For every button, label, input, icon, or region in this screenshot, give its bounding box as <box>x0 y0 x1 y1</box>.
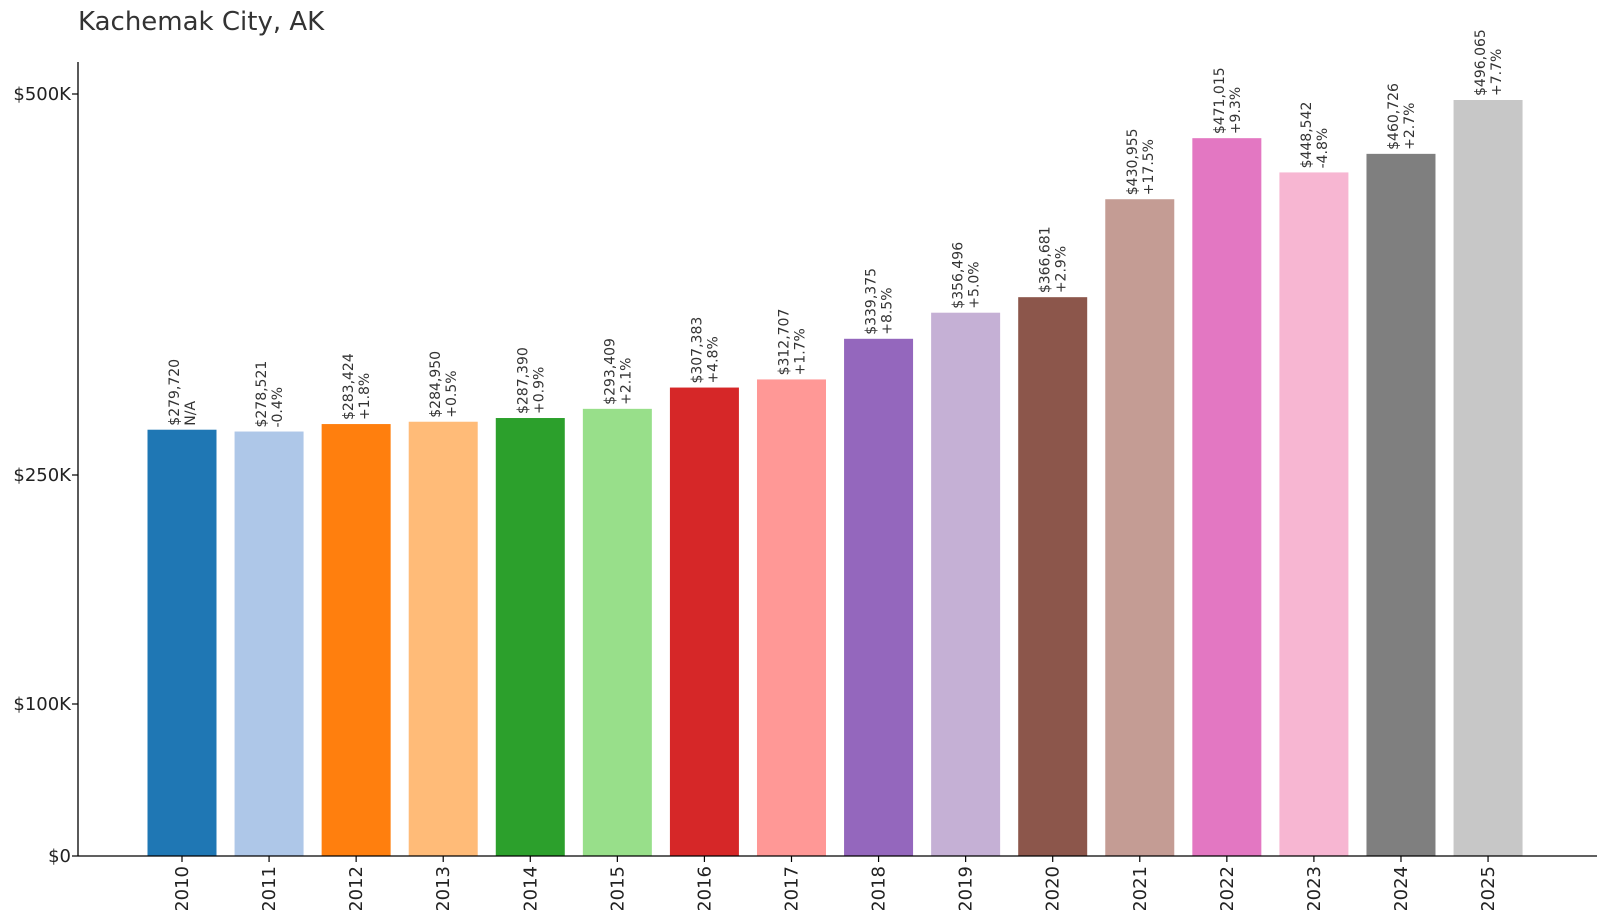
bar-change-label: +2.9% <box>1054 246 1070 293</box>
bar-change-label: +0.5% <box>444 370 460 417</box>
bar-value-label: $279,720 <box>167 359 183 426</box>
x-tick-label: 2017 <box>781 866 802 910</box>
bar-value-label: $448,542 <box>1299 102 1315 169</box>
bar-2023 <box>1279 172 1349 856</box>
x-tick-label: 2011 <box>259 866 280 910</box>
bar-change-label: +7.7% <box>1489 49 1505 96</box>
x-tick-label: 2025 <box>1478 866 1499 910</box>
bar-value-label: $278,521 <box>254 361 270 428</box>
bar-2015 <box>582 408 652 856</box>
x-axis: 2010 2011 2012 2013 2014 2015 2016 2017 2018 2019… <box>78 855 1597 910</box>
y-tick-label: $100K <box>13 694 72 715</box>
bar-2011 <box>234 431 304 856</box>
bar-value-label: $284,950 <box>428 351 444 418</box>
x-tick-label: 2015 <box>607 866 628 910</box>
bar-value-label: $307,383 <box>689 317 705 384</box>
bar-change-label: +4.8% <box>705 336 721 383</box>
bar-value-label: $471,015 <box>1212 67 1228 134</box>
y-tick-label: $500K <box>13 84 72 105</box>
bar-value-label: $312,707 <box>776 309 792 376</box>
bar-change-label: -0.4% <box>270 387 286 428</box>
chart-title: Kachemak City, AK <box>78 7 325 37</box>
bar-2019 <box>931 312 1001 857</box>
x-tick-label: 2022 <box>1217 866 1238 910</box>
bar-value-label: $430,955 <box>1125 128 1141 195</box>
bar-2025 <box>1453 99 1523 856</box>
bar-change-label: +9.3% <box>1228 87 1244 134</box>
bar-2021 <box>1105 199 1175 856</box>
x-tick-label: 2018 <box>869 866 890 910</box>
bar-change-label: +17.5% <box>1141 139 1157 195</box>
bar-2024 <box>1366 153 1436 856</box>
bar-change-label: +5.0% <box>967 261 983 308</box>
bars-group <box>147 99 1523 857</box>
bar-change-label: -4.8% <box>1315 128 1331 169</box>
bar-2018 <box>844 338 914 857</box>
bar-change-label: +2.1% <box>618 358 634 405</box>
bar-change-label: N/A <box>183 401 199 426</box>
bar-value-label: $356,496 <box>951 242 967 309</box>
bar-2020 <box>1018 297 1088 856</box>
bar-value-label: $366,681 <box>1038 226 1054 293</box>
bar-2010 <box>147 429 217 856</box>
x-tick-label: 2020 <box>1043 866 1064 910</box>
bar-value-label: $496,065 <box>1473 29 1489 96</box>
y-tick-label: $250K <box>13 465 72 486</box>
y-axis: $0 $100K $250K $500K <box>13 62 79 867</box>
bar-change-label: +8.5% <box>880 287 896 334</box>
bar-2013 <box>408 421 478 856</box>
x-tick-label: 2010 <box>172 866 193 910</box>
bar-change-label: +0.9% <box>531 367 547 414</box>
bar-value-label: $287,390 <box>515 347 531 414</box>
bar-change-label: +2.7% <box>1402 103 1418 150</box>
bar-2014 <box>495 418 565 856</box>
x-tick-label: 2012 <box>346 866 367 910</box>
bar-labels-group: $279,720 N/A $278,521 -0.4% $283,424 +1.8% $28… <box>167 29 1505 427</box>
x-tick-label: 2023 <box>1304 866 1325 910</box>
bar-value-label: $283,424 <box>341 353 357 420</box>
x-tick-label: 2021 <box>1130 866 1151 910</box>
bar-2017 <box>756 379 826 856</box>
bar-2022 <box>1192 138 1262 856</box>
x-tick-label: 2024 <box>1391 866 1412 910</box>
bar-value-label: $339,375 <box>864 268 880 335</box>
bar-2016 <box>669 387 739 856</box>
bar-value-label: $460,726 <box>1386 83 1402 150</box>
x-tick-label: 2019 <box>956 866 977 910</box>
bar-change-label: +1.8% <box>357 373 373 420</box>
x-tick-label: 2013 <box>433 866 454 910</box>
bar-2012 <box>321 424 391 856</box>
y-tick-label: $0 <box>48 846 71 867</box>
x-tick-label: 2014 <box>520 866 541 910</box>
x-tick-label: 2016 <box>694 866 715 910</box>
bar-value-label: $293,409 <box>602 338 618 405</box>
bar-change-label: +1.7% <box>792 328 808 375</box>
